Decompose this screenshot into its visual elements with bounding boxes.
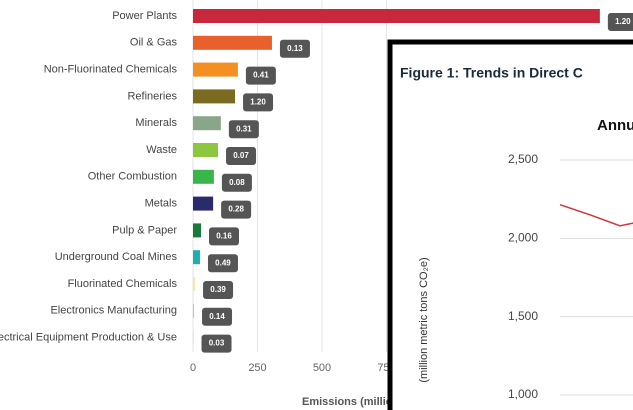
x-tick-label: 0 <box>190 362 196 374</box>
badge <box>228 120 259 139</box>
category-label: Fluorinated Chemicals <box>68 278 178 290</box>
line-series <box>559 203 633 227</box>
badge-label: 0.07 <box>233 151 249 160</box>
bar <box>193 143 219 157</box>
badge-label: 0.49 <box>215 258 231 267</box>
category-label: Non-Fluorinated Chemicals <box>44 64 178 76</box>
badge-label: 0.16 <box>216 232 232 241</box>
bar <box>193 9 600 23</box>
bar <box>193 250 200 265</box>
chart-title: Annu <box>597 117 633 134</box>
bar <box>193 277 196 291</box>
badge <box>245 66 276 85</box>
y-tick-label: 1,000 <box>508 387 538 401</box>
bar <box>193 62 238 77</box>
badge-label: 0.03 <box>209 339 225 348</box>
badge-label: 0.41 <box>253 71 269 80</box>
badge <box>201 334 232 353</box>
y-tick-label: 2,500 <box>508 152 538 166</box>
badge-label: 0.13 <box>287 44 303 53</box>
category-label: Waste <box>146 144 177 156</box>
figure-title: Figure 1: Trends in Direct C <box>400 65 583 81</box>
bar <box>193 223 201 238</box>
category-label: Metals <box>145 198 178 210</box>
badge-label: 0.31 <box>236 124 252 133</box>
figure-overlay: Figure 1: Trends in Direct C Annu (million… <box>387 39 633 410</box>
x-tick-label: 500 <box>313 362 331 374</box>
category-label: Pulp & Paper <box>112 224 177 236</box>
badge <box>208 227 239 246</box>
badge-label: 0.28 <box>228 205 244 214</box>
badge <box>226 147 257 165</box>
category-label: Minerals <box>135 117 177 129</box>
badge <box>207 254 238 273</box>
y-tick-label: 1,500 <box>508 309 538 323</box>
bar <box>193 116 221 131</box>
badge-label: 1.20 <box>615 17 631 26</box>
badge <box>203 281 234 299</box>
bar <box>193 169 214 184</box>
bar <box>193 89 236 104</box>
category-label: Refineries <box>127 90 177 102</box>
y-axis-label: (million metric tons CO₂e) <box>418 257 430 382</box>
badge-label: 0.39 <box>210 285 226 294</box>
bar <box>193 330 194 345</box>
badge <box>607 13 633 31</box>
category-label: Power Plants <box>112 10 177 22</box>
badge-label: 1.20 <box>250 98 266 107</box>
badge <box>279 39 310 58</box>
badge <box>221 200 252 219</box>
badge-label: 0.14 <box>209 312 225 321</box>
category-label: Electrical Equipment Production & Use <box>0 332 177 344</box>
category-label: Other Combustion <box>88 171 177 183</box>
category-label: Underground Coal Mines <box>55 251 178 263</box>
badge-label: 0.08 <box>229 178 245 187</box>
badge <box>243 93 274 112</box>
y-tick-label: 2,000 <box>508 231 538 245</box>
category-label: Oil & Gas <box>130 37 178 49</box>
bar <box>193 35 272 50</box>
bar <box>193 196 214 211</box>
x-tick-label: 250 <box>248 362 266 374</box>
badge <box>202 307 233 326</box>
overlay-panel <box>387 39 633 410</box>
bar <box>193 303 195 318</box>
badge <box>221 173 252 192</box>
category-label: Electronics Manufacturing <box>50 305 177 317</box>
